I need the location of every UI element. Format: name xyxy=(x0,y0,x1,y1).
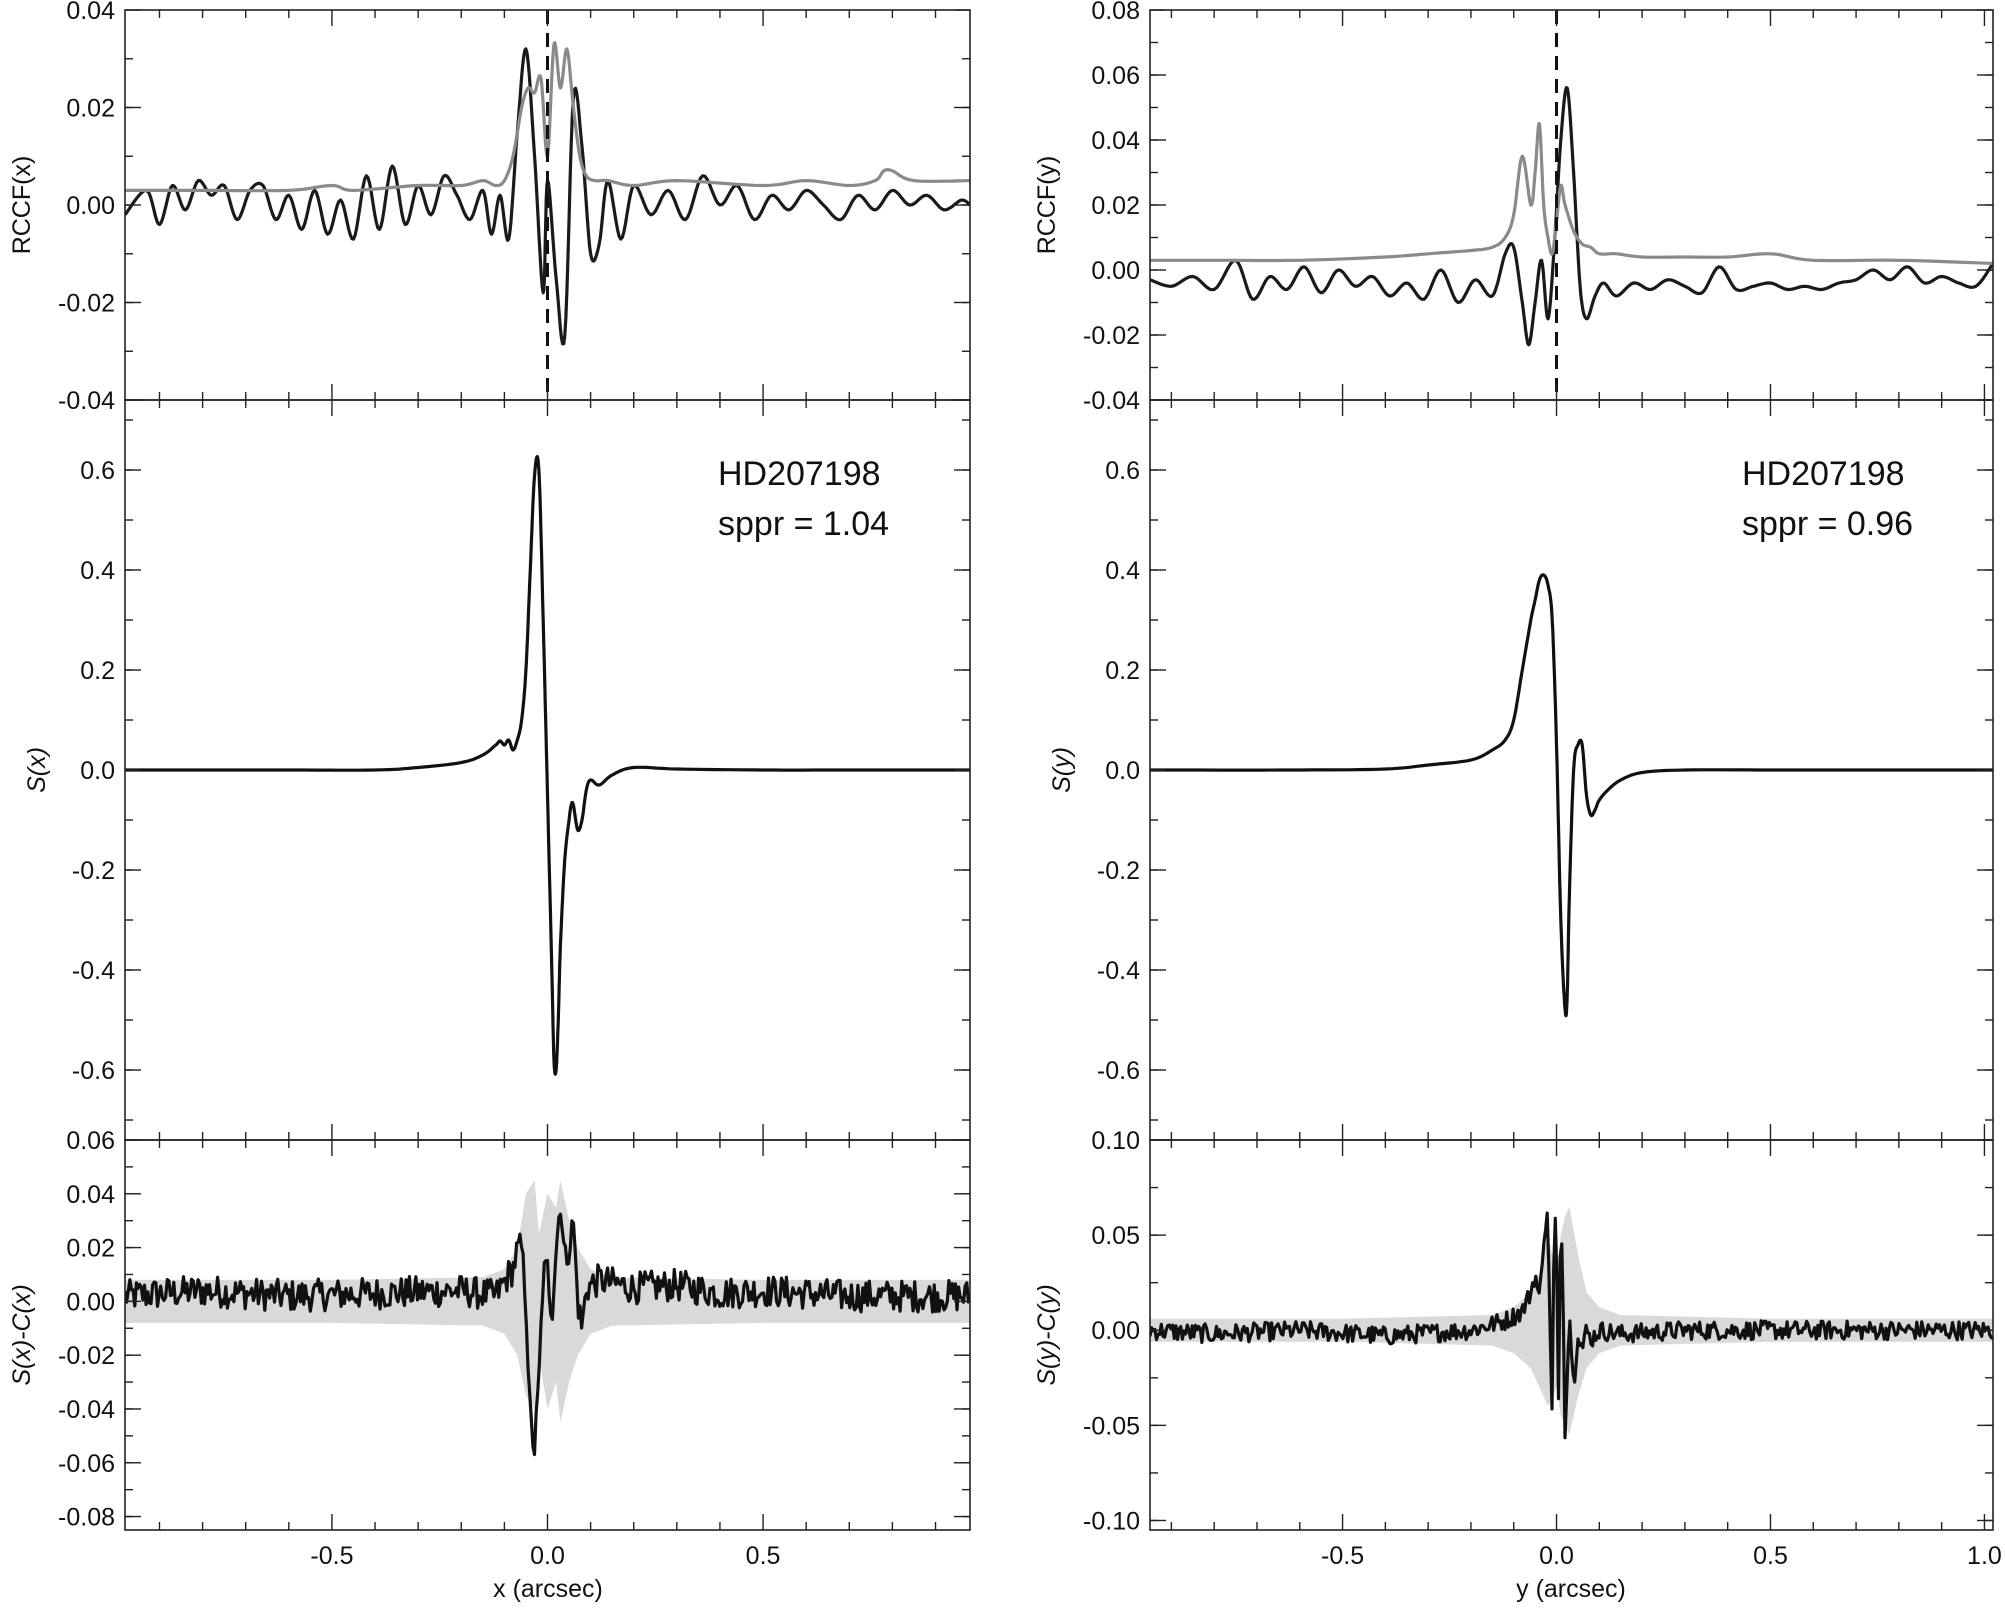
y-tick-label: 0.06 xyxy=(66,1127,115,1155)
y-tick-label: -0.2 xyxy=(1097,857,1140,885)
plot-area xyxy=(125,455,970,1076)
y-tick-label: 0.2 xyxy=(80,657,115,685)
y-tick-label: 0.6 xyxy=(1105,457,1140,485)
annotation-left-sppr: sppr = 1.04 xyxy=(718,505,889,543)
x-tick-label: 1.0 xyxy=(1967,1542,2002,1570)
x-tick-label: 0.5 xyxy=(1753,1542,1788,1570)
y-tick-label: -0.10 xyxy=(1083,1507,1140,1535)
plot-area xyxy=(125,41,970,346)
ylabel-left-top: RCCF(x) xyxy=(8,156,36,255)
y-tick-label: 0.00 xyxy=(1091,257,1140,285)
xlabel-left: x (arcsec) xyxy=(493,1575,603,1603)
y-tick-label: 0.04 xyxy=(66,1181,115,1209)
panel-left-mid: 0.6 0.4 0.2 0.0 -0.2 -0.4 -0.6 xyxy=(72,399,971,1141)
series-line-1 xyxy=(1150,122,1993,266)
y-tick-label: 0.00 xyxy=(66,192,115,220)
y-tick-label: 0.4 xyxy=(80,557,115,585)
y-tick-label: 0.02 xyxy=(66,1235,115,1263)
xlabel-right: y (arcsec) xyxy=(1516,1575,1626,1603)
y-tick-label: 0.02 xyxy=(1091,192,1140,220)
x-tick-label: 0.0 xyxy=(530,1542,565,1570)
y-tick-label: -0.02 xyxy=(1083,322,1140,350)
x-tick-label: -0.5 xyxy=(1321,1542,1364,1570)
plot-area xyxy=(125,1180,970,1457)
y-tick-label: 0.10 xyxy=(1091,1127,1140,1155)
panel-left-top: 0.04 0.02 0.00 -0.02 -0.04 xyxy=(58,0,971,415)
y-tick-label: 0.0 xyxy=(1105,757,1140,785)
y-tick-label: -0.4 xyxy=(1097,957,1140,985)
y-tick-label: -0.04 xyxy=(58,1396,115,1424)
y-tick-label: -0.06 xyxy=(58,1450,115,1478)
y-tick-label: 0.05 xyxy=(1091,1222,1140,1250)
uncertainty-band xyxy=(125,1180,970,1423)
y-tick-label: -0.02 xyxy=(58,1342,115,1370)
ylabel-left-mid: S(x) xyxy=(23,747,51,793)
series-line-0 xyxy=(125,455,970,1076)
panel-frame xyxy=(1149,1139,1994,1531)
y-tick-label: 0.0 xyxy=(80,757,115,785)
y-tick-label: 0.02 xyxy=(66,95,115,123)
series-line-0 xyxy=(125,47,970,346)
ylabel-right-bot: S(y)-C(y) xyxy=(1033,1284,1061,1385)
y-tick-label: -0.6 xyxy=(72,1057,115,1085)
uncertainty-band xyxy=(1150,1206,1993,1435)
ylabel-right-top: RCCF(y) xyxy=(1033,156,1061,255)
ylabel-left-bot: S(x)-C(x) xyxy=(8,1284,36,1385)
y-tick-label: -0.05 xyxy=(1083,1412,1140,1440)
series-line-0 xyxy=(125,1212,970,1457)
y-tick-label: 0.00 xyxy=(1091,1317,1140,1345)
annotation-right-sppr: sppr = 0.96 xyxy=(1742,505,1913,543)
annotation-left-star: HD207198 xyxy=(718,455,881,493)
y-tick-label: -0.4 xyxy=(72,957,115,985)
plot-area xyxy=(1150,1206,1993,1440)
y-tick-label: -0.04 xyxy=(58,387,115,415)
plot-area xyxy=(1150,573,1993,1018)
panel-right-mid: 0.6 0.4 0.2 0.0 -0.2 -0.4 -0.6 xyxy=(1097,399,1994,1141)
x-tick-label: 0.0 xyxy=(1539,1542,1574,1570)
plot-area xyxy=(1150,86,1993,347)
y-tick-label: 0.00 xyxy=(66,1288,115,1316)
series-line-0 xyxy=(1150,1211,1993,1440)
y-tick-label: 0.04 xyxy=(66,0,115,25)
panel-right-bot: 0.10 0.05 0.00 -0.05 -0.10 -0.5 0.0 0.5 1.0 xyxy=(1083,1127,2002,1570)
y-tick-label: -0.08 xyxy=(58,1504,115,1532)
annotation-right-star: HD207198 xyxy=(1742,455,1905,493)
x-tick-label: 0.5 xyxy=(746,1542,781,1570)
y-tick-label: 0.08 xyxy=(1091,0,1140,25)
panel-right-top: 0.08 0.06 0.04 0.02 0.00 -0.02 -0.04 xyxy=(1083,0,1994,415)
series-line-0 xyxy=(1150,86,1993,347)
y-tick-label: -0.6 xyxy=(1097,1057,1140,1085)
ylabel-right-mid: S(y) xyxy=(1048,747,1076,793)
y-tick-label: 0.6 xyxy=(80,457,115,485)
y-tick-label: 0.06 xyxy=(1091,62,1140,90)
y-tick-label: -0.2 xyxy=(72,857,115,885)
y-tick-label: 0.4 xyxy=(1105,557,1140,585)
y-tick-label: -0.04 xyxy=(1083,387,1140,415)
y-tick-label: -0.02 xyxy=(58,290,115,318)
x-tick-label: -0.5 xyxy=(310,1542,353,1570)
series-line-0 xyxy=(1150,573,1993,1018)
panel-left-bot: 0.06 0.04 0.02 0.00 -0.02 -0.04 -0.06 -0.08 -0.5… xyxy=(58,1127,971,1570)
y-tick-label: 0.04 xyxy=(1091,127,1140,155)
y-tick-label: 0.2 xyxy=(1105,657,1140,685)
series-line-1 xyxy=(125,41,970,193)
